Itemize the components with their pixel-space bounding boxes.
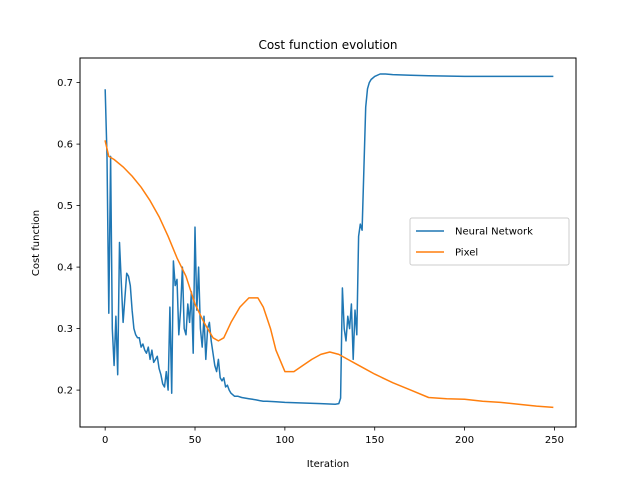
chart-title: Cost function evolution <box>258 38 397 52</box>
y-tick-label: 0.7 <box>57 78 73 89</box>
x-tick-label: 150 <box>365 435 384 446</box>
x-tick-label: 0 <box>102 435 108 446</box>
y-tick-label: 0.2 <box>57 386 73 397</box>
x-tick-label: 100 <box>275 435 294 446</box>
axes-frame <box>79 57 577 428</box>
y-tick-label: 0.6 <box>57 140 73 151</box>
y-tick-label: 0.3 <box>57 324 73 335</box>
legend-label: Neural Network <box>455 227 533 238</box>
series-line-0 <box>104 73 554 405</box>
x-axis-label: Iteration <box>307 459 349 470</box>
series-group <box>104 73 554 409</box>
legend-items: Neural Network Pixel <box>416 227 533 259</box>
legend: Neural Network Pixel <box>409 217 570 266</box>
legend-box <box>409 217 570 266</box>
x-axis: 0 50 100 150 200 250 <box>102 427 564 446</box>
y-axis: 0.2 0.3 0.4 0.5 0.6 0.7 <box>57 78 80 397</box>
series-line-1 <box>104 140 554 409</box>
y-axis-label: Cost function <box>31 210 42 276</box>
x-tick-label: 200 <box>455 435 474 446</box>
y-tick-label: 0.5 <box>57 201 73 212</box>
y-tick-label: 0.4 <box>57 263 73 274</box>
legend-label: Pixel <box>455 248 478 259</box>
x-tick-label: 250 <box>545 435 564 446</box>
x-tick-label: 50 <box>189 435 202 446</box>
